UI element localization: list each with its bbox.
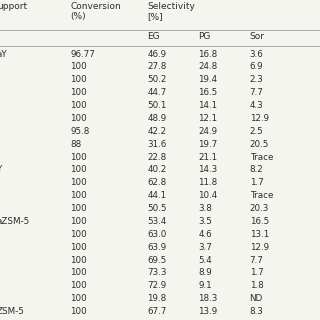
Text: 7.7: 7.7: [250, 256, 263, 265]
Text: aY: aY: [0, 50, 8, 59]
Text: 2.3: 2.3: [250, 75, 263, 84]
Text: Trace: Trace: [250, 191, 273, 200]
Text: 42.2: 42.2: [147, 127, 166, 136]
Text: 27.8: 27.8: [147, 62, 167, 71]
Text: 20.3: 20.3: [250, 204, 269, 213]
Text: 100: 100: [70, 178, 87, 188]
Text: 3.8: 3.8: [198, 204, 212, 213]
Text: 100: 100: [70, 165, 87, 174]
Text: 63.9: 63.9: [147, 243, 166, 252]
Text: 95.8: 95.8: [70, 127, 90, 136]
Text: ZSM-5: ZSM-5: [0, 307, 25, 316]
Text: 16.5: 16.5: [250, 217, 269, 226]
Text: 10.4: 10.4: [198, 191, 218, 200]
Text: 8.2: 8.2: [250, 165, 263, 174]
Text: 31.6: 31.6: [147, 140, 166, 149]
Text: 100: 100: [70, 217, 87, 226]
Text: 21.1: 21.1: [198, 153, 218, 162]
Text: 100: 100: [70, 243, 87, 252]
Text: 73.3: 73.3: [147, 268, 167, 277]
Text: 7.7: 7.7: [250, 88, 263, 97]
Text: 24.9: 24.9: [198, 127, 218, 136]
Text: 1.7: 1.7: [250, 268, 263, 277]
Text: 100: 100: [70, 294, 87, 303]
Text: 6.9: 6.9: [250, 62, 263, 71]
Text: 3.7: 3.7: [198, 243, 212, 252]
Text: 100: 100: [70, 88, 87, 97]
Text: 44.1: 44.1: [147, 191, 166, 200]
Text: Conversion
(%): Conversion (%): [70, 2, 121, 21]
Text: 69.5: 69.5: [147, 256, 166, 265]
Text: 8.3: 8.3: [250, 307, 263, 316]
Text: 19.8: 19.8: [147, 294, 166, 303]
Text: 8.9: 8.9: [198, 268, 212, 277]
Text: 16.5: 16.5: [198, 88, 218, 97]
Text: 100: 100: [70, 101, 87, 110]
Text: Trace: Trace: [250, 153, 273, 162]
Text: 16.8: 16.8: [198, 50, 218, 59]
Text: 14.3: 14.3: [198, 165, 218, 174]
Text: EG: EG: [147, 32, 160, 41]
Text: 100: 100: [70, 75, 87, 84]
Text: 63.0: 63.0: [147, 230, 167, 239]
Text: 13.1: 13.1: [250, 230, 269, 239]
Text: ND: ND: [250, 294, 263, 303]
Text: 46.9: 46.9: [147, 50, 166, 59]
Text: 100: 100: [70, 114, 87, 123]
Text: 67.7: 67.7: [147, 307, 167, 316]
Text: 50.1: 50.1: [147, 101, 167, 110]
Text: 100: 100: [70, 256, 87, 265]
Text: 50.5: 50.5: [147, 204, 167, 213]
Text: 12.1: 12.1: [198, 114, 218, 123]
Text: 11.8: 11.8: [198, 178, 218, 188]
Text: 100: 100: [70, 307, 87, 316]
Text: 19.7: 19.7: [198, 140, 218, 149]
Text: 44.7: 44.7: [147, 88, 166, 97]
Text: 20.5: 20.5: [250, 140, 269, 149]
Text: 100: 100: [70, 62, 87, 71]
Text: 12.9: 12.9: [250, 114, 269, 123]
Text: 96.77: 96.77: [70, 50, 95, 59]
Text: 4.3: 4.3: [250, 101, 263, 110]
Text: 2.5: 2.5: [250, 127, 263, 136]
Text: 22.8: 22.8: [147, 153, 166, 162]
Text: 9.1: 9.1: [198, 281, 212, 290]
Text: 3.6: 3.6: [250, 50, 263, 59]
Text: 100: 100: [70, 268, 87, 277]
Text: 48.9: 48.9: [147, 114, 166, 123]
Text: Y: Y: [0, 165, 2, 174]
Text: 24.8: 24.8: [198, 62, 218, 71]
Text: upport: upport: [0, 2, 27, 11]
Text: Sor: Sor: [250, 32, 265, 41]
Text: 62.8: 62.8: [147, 178, 166, 188]
Text: 1.7: 1.7: [250, 178, 263, 188]
Text: 19.4: 19.4: [198, 75, 218, 84]
Text: 4.6: 4.6: [198, 230, 212, 239]
Text: 88: 88: [70, 140, 82, 149]
Text: 14.1: 14.1: [198, 101, 218, 110]
Text: 3.5: 3.5: [198, 217, 212, 226]
Text: 53.4: 53.4: [147, 217, 167, 226]
Text: 100: 100: [70, 281, 87, 290]
Text: 50.2: 50.2: [147, 75, 167, 84]
Text: 1.8: 1.8: [250, 281, 263, 290]
Text: 18.3: 18.3: [198, 294, 218, 303]
Text: 100: 100: [70, 153, 87, 162]
Text: Selectivity
[%]: Selectivity [%]: [147, 2, 195, 21]
Text: 100: 100: [70, 230, 87, 239]
Text: 40.2: 40.2: [147, 165, 166, 174]
Text: 12.9: 12.9: [250, 243, 269, 252]
Text: PG: PG: [198, 32, 211, 41]
Text: 100: 100: [70, 204, 87, 213]
Text: 13.9: 13.9: [198, 307, 218, 316]
Text: 100: 100: [70, 191, 87, 200]
Text: aZSM-5: aZSM-5: [0, 217, 30, 226]
Text: 72.9: 72.9: [147, 281, 166, 290]
Text: 5.4: 5.4: [198, 256, 212, 265]
